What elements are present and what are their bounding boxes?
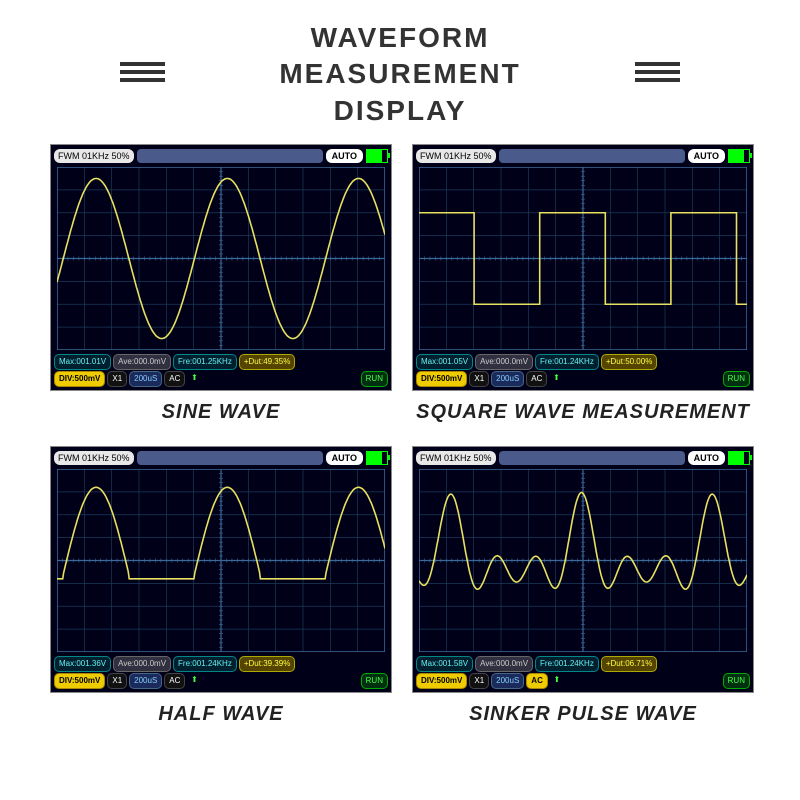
max-readout: Max:001.05V [416, 354, 473, 370]
coupling-chip: AC [526, 673, 548, 689]
auto-chip: AUTO [326, 149, 363, 163]
title-line-3: DISPLAY [334, 95, 467, 126]
scope-caption: SINE WAVE [50, 401, 392, 424]
ave-readout: Ave:000.0mV [113, 656, 171, 672]
settings-row: DIV:500mV X1 200uS AC ⬆ RUN [416, 673, 750, 689]
battery-icon [366, 149, 388, 163]
timebase-chip: 200uS [129, 371, 162, 387]
timebase-chip: 200uS [491, 371, 524, 387]
max-readout: Max:001.36V [54, 656, 111, 672]
scope-cell-0: FWM 01KHz 50% AUTO Max:001.01V Ave:000.0… [50, 144, 392, 436]
page-header: WAVEFORM MEASUREMENT DISPLAY [0, 0, 800, 144]
fwm-chip: FWM 01KHz 50% [416, 149, 496, 163]
title-line-2: MEASUREMENT [279, 58, 520, 89]
header-decor-left [120, 62, 165, 82]
trigger-icon: ⬆ [187, 673, 201, 689]
fwm-chip: FWM 01KHz 50% [54, 451, 134, 465]
wave-preview-icon [499, 451, 685, 465]
trigger-icon: ⬆ [550, 673, 564, 689]
trigger-icon: ⬆ [187, 371, 201, 387]
settings-row: DIV:500mV X1 200uS AC ⬆ RUN [416, 371, 750, 387]
settings-row: DIV:500mV X1 200uS AC ⬆ RUN [54, 673, 388, 689]
coupling-chip: AC [526, 371, 547, 387]
auto-chip: AUTO [688, 451, 725, 465]
run-chip: RUN [361, 371, 388, 387]
page-title: WAVEFORM MEASUREMENT DISPLAY [279, 20, 520, 129]
measurement-row: Max:001.36V Ave:000.0mV Fre:001.24KHz +D… [54, 656, 388, 672]
scope-top-bar: FWM 01KHz 50% AUTO [416, 450, 750, 466]
div-chip: DIV:500mV [54, 371, 105, 387]
max-readout: Max:001.01V [54, 354, 111, 370]
div-chip: DIV:500mV [416, 673, 467, 689]
trigger-icon: ⬆ [549, 371, 563, 387]
battery-icon [728, 451, 750, 465]
scope-top-bar: FWM 01KHz 50% AUTO [54, 148, 388, 164]
max-readout: Max:001.58V [416, 656, 473, 672]
probe-chip: X1 [469, 371, 489, 387]
measurement-row: Max:001.58V Ave:000.0mV Fre:001.24KHz +D… [416, 656, 750, 672]
duty-readout: +Dut:39.39% [239, 656, 295, 672]
duty-readout: +Dut:49.35% [239, 354, 295, 370]
settings-row: DIV:500mV X1 200uS AC ⬆ RUN [54, 371, 388, 387]
auto-chip: AUTO [326, 451, 363, 465]
run-chip: RUN [723, 371, 750, 387]
auto-chip: AUTO [688, 149, 725, 163]
freq-readout: Fre:001.25KHz [173, 354, 237, 370]
freq-readout: Fre:001.24KHz [535, 354, 599, 370]
oscilloscope-display: FWM 01KHz 50% AUTO Max:001.58V Ave:000.0… [412, 446, 754, 693]
plot-area [419, 167, 747, 350]
scope-top-bar: FWM 01KHz 50% AUTO [416, 148, 750, 164]
scope-top-bar: FWM 01KHz 50% AUTO [54, 450, 388, 466]
wave-preview-icon [137, 149, 323, 163]
fwm-chip: FWM 01KHz 50% [416, 451, 496, 465]
battery-icon [728, 149, 750, 163]
freq-readout: Fre:001.24KHz [535, 656, 599, 672]
ave-readout: Ave:000.0mV [475, 656, 533, 672]
probe-chip: X1 [107, 371, 127, 387]
run-chip: RUN [361, 673, 388, 689]
plot-area [57, 469, 385, 652]
oscilloscope-display: FWM 01KHz 50% AUTO Max:001.36V Ave:000.0… [50, 446, 392, 693]
timebase-chip: 200uS [129, 673, 162, 689]
coupling-chip: AC [164, 673, 185, 689]
battery-icon [366, 451, 388, 465]
duty-readout: +Dut:06.71% [601, 656, 657, 672]
duty-readout: +Dut:50.00% [601, 354, 657, 370]
scope-caption: HALF WAVE [50, 703, 392, 726]
plot-area [57, 167, 385, 350]
probe-chip: X1 [469, 673, 489, 689]
scope-grid: FWM 01KHz 50% AUTO Max:001.01V Ave:000.0… [0, 144, 800, 738]
scope-caption: SINKER PULSE WAVE [412, 703, 754, 726]
scope-cell-3: FWM 01KHz 50% AUTO Max:001.58V Ave:000.0… [412, 446, 754, 738]
wave-preview-icon [499, 149, 685, 163]
scope-caption: SQUARE WAVE MEASUREMENT [412, 401, 754, 424]
div-chip: DIV:500mV [54, 673, 105, 689]
title-line-1: WAVEFORM [311, 22, 490, 53]
ave-readout: Ave:000.0mV [113, 354, 171, 370]
scope-cell-2: FWM 01KHz 50% AUTO Max:001.36V Ave:000.0… [50, 446, 392, 738]
oscilloscope-display: FWM 01KHz 50% AUTO Max:001.01V Ave:000.0… [50, 144, 392, 391]
wave-preview-icon [137, 451, 323, 465]
run-chip: RUN [723, 673, 750, 689]
probe-chip: X1 [107, 673, 127, 689]
fwm-chip: FWM 01KHz 50% [54, 149, 134, 163]
freq-readout: Fre:001.24KHz [173, 656, 237, 672]
oscilloscope-display: FWM 01KHz 50% AUTO Max:001.05V Ave:000.0… [412, 144, 754, 391]
plot-area [419, 469, 747, 652]
div-chip: DIV:500mV [416, 371, 467, 387]
timebase-chip: 200uS [491, 673, 524, 689]
coupling-chip: AC [164, 371, 185, 387]
measurement-row: Max:001.01V Ave:000.0mV Fre:001.25KHz +D… [54, 354, 388, 370]
scope-cell-1: FWM 01KHz 50% AUTO Max:001.05V Ave:000.0… [412, 144, 754, 436]
ave-readout: Ave:000.0mV [475, 354, 533, 370]
header-decor-right [635, 62, 680, 82]
measurement-row: Max:001.05V Ave:000.0mV Fre:001.24KHz +D… [416, 354, 750, 370]
